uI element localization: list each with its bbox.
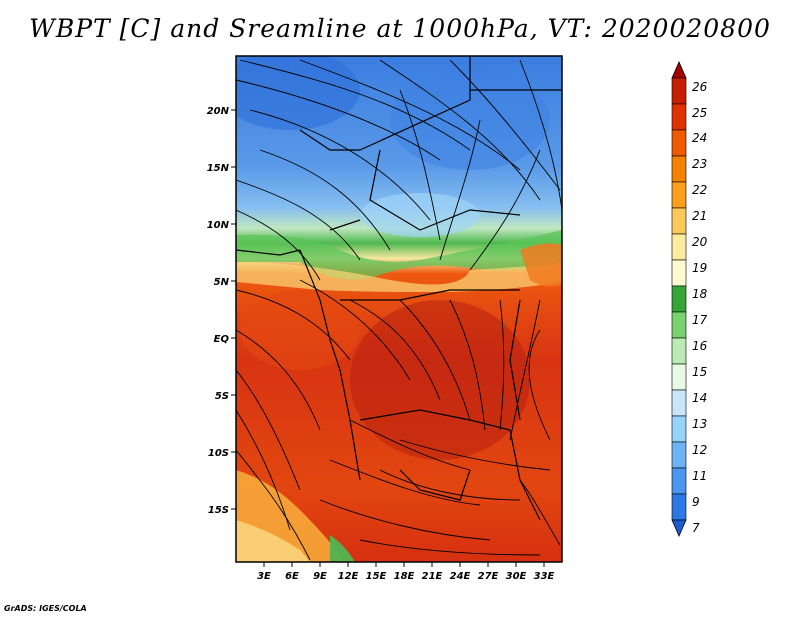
lat-label: EQ — [214, 334, 230, 345]
colorbar-label: 9 — [692, 495, 700, 509]
colorbar-label: 14 — [692, 391, 707, 405]
colorbar-top-arrow — [671, 61, 687, 79]
lon-label: 21E — [422, 571, 443, 582]
lon-label: 18E — [394, 571, 415, 582]
colorbar-label: 17 — [692, 313, 708, 327]
lon-label: 15E — [366, 571, 387, 582]
streamlines — [236, 59, 562, 561]
lat-label: 5S — [215, 391, 229, 402]
country-borders — [236, 56, 562, 521]
colorbar-segment — [671, 259, 687, 287]
colorbar-label: 12 — [692, 443, 707, 457]
colorbar-label: 25 — [692, 106, 707, 120]
colorbar-segment — [671, 155, 687, 183]
lon-label: 6E — [285, 571, 299, 582]
longitude-labels: 3E 6E 9E 12E 15E 18E 21E 24E 27E 30E 33E — [257, 571, 554, 582]
colorbar-label: 15 — [692, 365, 707, 379]
colorbar-label: 26 — [692, 80, 708, 94]
colorbar-segment — [671, 467, 687, 495]
colorbar-label: 22 — [692, 183, 707, 197]
colorbar-label: 11 — [692, 469, 707, 483]
colorbar-segment — [671, 311, 687, 339]
footer-credit: GrADS: IGES/COLA — [4, 604, 87, 613]
colorbar-label: 19 — [692, 261, 707, 275]
wbpt-shading — [236, 56, 562, 562]
colorbar-label: 18 — [692, 287, 708, 301]
colorbar-segment — [671, 129, 687, 157]
colorbar-bottom-arrow — [671, 519, 687, 537]
colorbar-labels: 26 25 24 23 22 21 20 19 18 17 16 15 14 1… — [692, 80, 708, 535]
map-frame — [235, 55, 563, 563]
lon-label: 9E — [313, 571, 327, 582]
colorbar-segment — [671, 233, 687, 261]
lon-label: 3E — [257, 571, 271, 582]
lat-label: 15S — [208, 505, 229, 516]
latitude-labels: 20N 15N 10N 5N EQ 5S 10S 15S — [207, 106, 230, 516]
lon-label: 12E — [338, 571, 359, 582]
colorbar-segment — [671, 415, 687, 443]
lat-label: 10N — [207, 220, 230, 231]
map-title: WBPT [C] and Sreamline at 1000hPa, VT: 2… — [29, 14, 771, 43]
lon-label: 24E — [450, 571, 471, 582]
lon-label: 27E — [478, 571, 499, 582]
lat-label: 15N — [207, 163, 230, 174]
colorbar-segment — [671, 363, 687, 391]
colorbar-segment — [671, 103, 687, 131]
lat-label: 20N — [207, 106, 230, 117]
colorbar-label: 16 — [692, 339, 708, 353]
colorbar-segment — [671, 337, 687, 365]
colorbar-label: 24 — [692, 131, 707, 145]
colorbar-label: 21 — [692, 209, 707, 223]
latitude-axis — [231, 109, 236, 510]
lon-label: 33E — [534, 571, 555, 582]
colorbar-segment — [671, 77, 687, 105]
colorbar-label: 20 — [692, 235, 708, 249]
colorbar-segment — [671, 389, 687, 417]
lat-label: 10S — [208, 448, 229, 459]
colorbar-label: 23 — [692, 157, 707, 171]
lat-label: 5N — [214, 277, 230, 288]
lon-label: 30E — [506, 571, 527, 582]
colorbar — [671, 61, 687, 537]
colorbar-segment — [671, 207, 687, 235]
colorbar-label: 7 — [692, 521, 700, 535]
colorbar-segment — [671, 493, 687, 521]
colorbar-segment — [671, 441, 687, 469]
colorbar-segment — [671, 181, 687, 209]
colorbar-segment — [671, 285, 687, 313]
longitude-axis — [263, 562, 545, 567]
colorbar-label: 13 — [692, 417, 707, 431]
